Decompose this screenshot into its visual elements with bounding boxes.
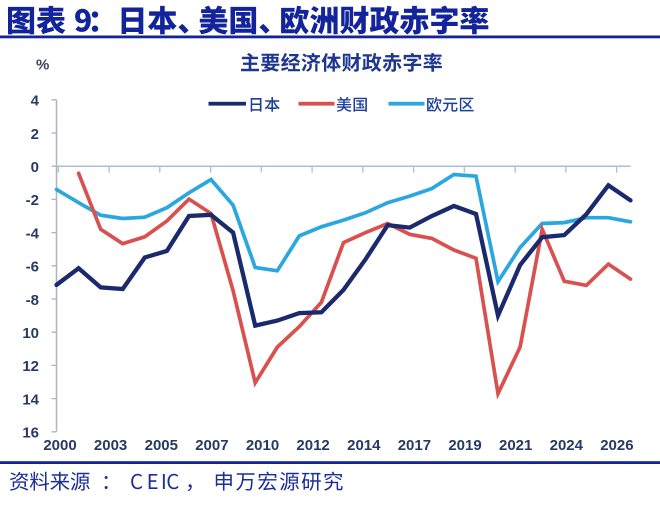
svg-text:-2: -2 xyxy=(26,192,39,209)
svg-text:0: 0 xyxy=(31,159,39,176)
svg-text:12: 12 xyxy=(22,358,39,375)
svg-text:2014: 2014 xyxy=(347,437,381,454)
svg-text:16: 16 xyxy=(22,425,39,442)
svg-text:2000: 2000 xyxy=(43,437,76,454)
svg-text:2003: 2003 xyxy=(94,437,127,454)
svg-text:2: 2 xyxy=(31,126,39,143)
svg-text:2007: 2007 xyxy=(195,437,228,454)
svg-text:-8: -8 xyxy=(26,292,39,309)
svg-text:2026: 2026 xyxy=(600,437,633,454)
svg-text:-6: -6 xyxy=(26,259,39,276)
svg-text:-4: -4 xyxy=(26,225,40,242)
svg-text:2024: 2024 xyxy=(550,437,584,454)
svg-text:2010: 2010 xyxy=(246,437,279,454)
svg-text:2012: 2012 xyxy=(296,437,329,454)
svg-text:%: % xyxy=(36,57,49,74)
svg-text:10: 10 xyxy=(22,325,39,342)
svg-text:2019: 2019 xyxy=(448,437,481,454)
svg-text:2005: 2005 xyxy=(145,437,178,454)
svg-text:14: 14 xyxy=(22,391,39,408)
svg-text:2021: 2021 xyxy=(499,437,532,454)
svg-text:4: 4 xyxy=(31,93,40,110)
svg-text:2017: 2017 xyxy=(398,437,431,454)
